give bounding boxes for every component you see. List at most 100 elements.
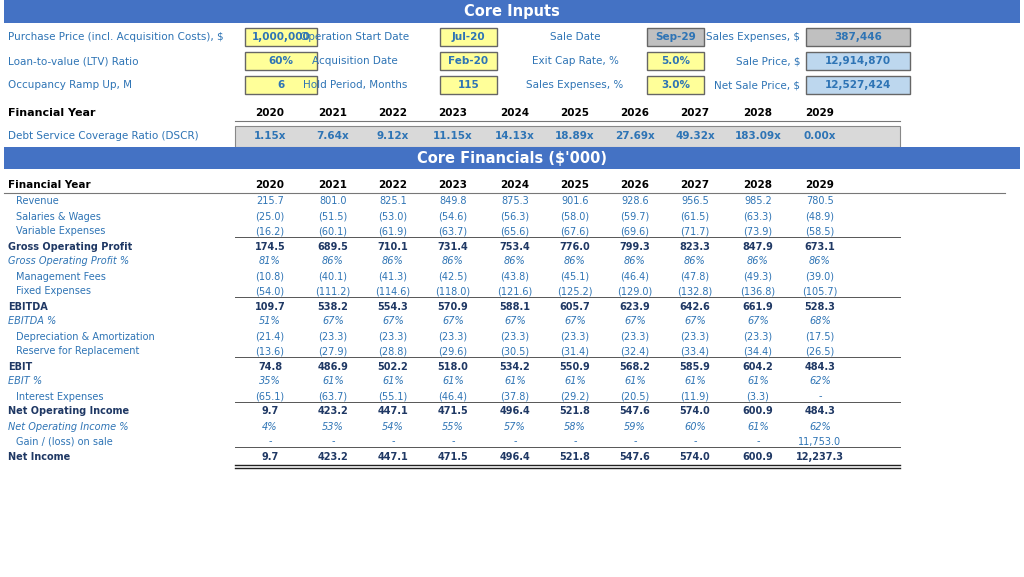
Text: -: -: [331, 436, 335, 447]
Text: 471.5: 471.5: [437, 451, 468, 462]
Text: 67%: 67%: [382, 317, 403, 327]
Text: (45.1): (45.1): [560, 272, 590, 282]
Text: 2028: 2028: [743, 108, 772, 118]
Text: 528.3: 528.3: [805, 302, 836, 312]
Text: 2023: 2023: [438, 180, 468, 190]
Text: 12,237.3: 12,237.3: [796, 451, 844, 462]
Text: (58.5): (58.5): [805, 227, 835, 237]
Text: -: -: [391, 436, 394, 447]
Text: (49.3): (49.3): [743, 272, 772, 282]
Text: 600.9: 600.9: [742, 407, 773, 417]
Text: 801.0: 801.0: [319, 197, 347, 207]
Text: 2028: 2028: [743, 180, 772, 190]
Text: (43.8): (43.8): [501, 272, 529, 282]
Text: Operation Start Date: Operation Start Date: [300, 32, 410, 42]
Bar: [440, 28, 497, 46]
Text: (23.3): (23.3): [438, 332, 468, 342]
Text: 538.2: 538.2: [317, 302, 348, 312]
Text: (132.8): (132.8): [677, 287, 713, 297]
Text: Gross Operating Profit: Gross Operating Profit: [8, 242, 132, 252]
Text: 51%: 51%: [259, 317, 281, 327]
Bar: [647, 52, 705, 70]
Text: 1.15x: 1.15x: [254, 131, 287, 141]
Text: (21.4): (21.4): [255, 332, 285, 342]
Text: 518.0: 518.0: [437, 362, 468, 372]
Bar: [245, 52, 317, 70]
Text: 642.6: 642.6: [680, 302, 711, 312]
Text: (17.5): (17.5): [805, 332, 835, 342]
Text: EBIT: EBIT: [8, 362, 32, 372]
Text: 604.2: 604.2: [742, 362, 773, 372]
Bar: [806, 76, 910, 94]
Text: 661.9: 661.9: [742, 302, 773, 312]
Text: (25.0): (25.0): [255, 212, 285, 222]
Text: 6: 6: [278, 80, 285, 90]
Text: 60%: 60%: [268, 56, 294, 66]
Text: 61%: 61%: [564, 377, 586, 387]
Text: 484.3: 484.3: [805, 362, 836, 372]
Text: (46.4): (46.4): [438, 392, 468, 402]
Text: 710.1: 710.1: [378, 242, 409, 252]
Text: 985.2: 985.2: [744, 197, 772, 207]
Text: (3.3): (3.3): [746, 392, 769, 402]
Text: 115: 115: [458, 80, 479, 90]
Text: 67%: 67%: [504, 317, 526, 327]
Text: (54.0): (54.0): [255, 287, 285, 297]
Text: 570.9: 570.9: [437, 302, 468, 312]
Text: (23.3): (23.3): [379, 332, 408, 342]
Text: 86%: 86%: [748, 257, 769, 267]
Text: 623.9: 623.9: [620, 302, 650, 312]
Text: 875.3: 875.3: [501, 197, 528, 207]
Text: 2025: 2025: [560, 108, 590, 118]
Text: (29.6): (29.6): [438, 347, 468, 357]
Text: 12,914,870: 12,914,870: [825, 56, 891, 66]
Text: (121.6): (121.6): [498, 287, 532, 297]
Text: 2022: 2022: [379, 108, 408, 118]
Text: (42.5): (42.5): [438, 272, 468, 282]
Text: (55.1): (55.1): [379, 392, 408, 402]
Text: (67.6): (67.6): [560, 227, 590, 237]
Text: (53.0): (53.0): [379, 212, 408, 222]
Text: 2025: 2025: [560, 180, 590, 190]
Text: (23.3): (23.3): [680, 332, 710, 342]
Text: Gross Operating Profit %: Gross Operating Profit %: [8, 257, 129, 267]
Text: Fixed Expenses: Fixed Expenses: [16, 287, 91, 297]
Bar: [234, 126, 900, 147]
Text: 35%: 35%: [259, 377, 281, 387]
Text: (23.3): (23.3): [501, 332, 529, 342]
Text: 776.0: 776.0: [560, 242, 591, 252]
Text: Net Operating Income %: Net Operating Income %: [8, 422, 128, 432]
Text: 67%: 67%: [748, 317, 769, 327]
Text: 471.5: 471.5: [437, 407, 468, 417]
Text: (54.6): (54.6): [438, 212, 468, 222]
Text: 174.5: 174.5: [255, 242, 286, 252]
Text: (111.2): (111.2): [315, 287, 350, 297]
Text: 58%: 58%: [564, 422, 586, 432]
Text: -: -: [818, 392, 821, 402]
Text: (63.7): (63.7): [438, 227, 468, 237]
Text: (23.3): (23.3): [318, 332, 347, 342]
Text: 574.0: 574.0: [680, 407, 711, 417]
Bar: [806, 28, 910, 46]
Text: 521.8: 521.8: [559, 407, 591, 417]
Text: 109.7: 109.7: [255, 302, 286, 312]
Text: (32.4): (32.4): [621, 347, 649, 357]
Text: 673.1: 673.1: [805, 242, 836, 252]
Text: 568.2: 568.2: [620, 362, 650, 372]
Text: 74.8: 74.8: [258, 362, 282, 372]
Text: 11,753.0: 11,753.0: [799, 436, 842, 447]
Text: 2024: 2024: [501, 108, 529, 118]
Text: 9.7: 9.7: [261, 451, 279, 462]
Text: Management Fees: Management Fees: [16, 272, 105, 282]
Text: 2023: 2023: [438, 108, 468, 118]
Text: (63.3): (63.3): [743, 212, 772, 222]
Text: -: -: [757, 436, 760, 447]
Text: 521.8: 521.8: [559, 451, 591, 462]
Text: 14.13x: 14.13x: [495, 131, 535, 141]
Text: (23.3): (23.3): [743, 332, 772, 342]
Text: 2021: 2021: [318, 108, 347, 118]
Text: (61.5): (61.5): [680, 212, 710, 222]
Text: 67%: 67%: [684, 317, 706, 327]
Text: 780.5: 780.5: [806, 197, 834, 207]
Text: (27.9): (27.9): [318, 347, 347, 357]
